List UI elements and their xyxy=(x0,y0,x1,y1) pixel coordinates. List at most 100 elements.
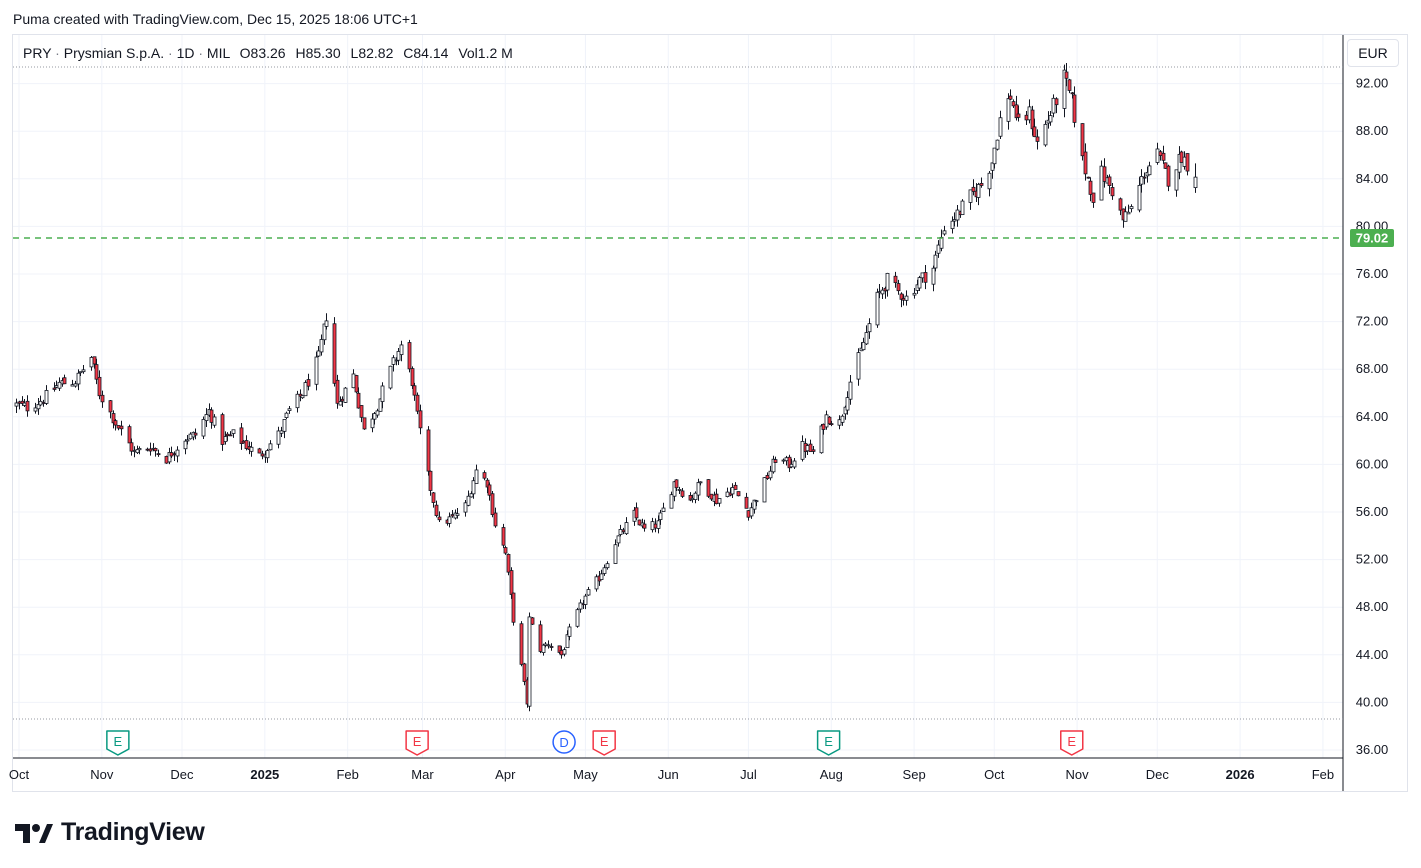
candle-body[interactable] xyxy=(1024,114,1029,121)
candle-body[interactable] xyxy=(784,457,789,462)
earnings-event-marker[interactable] xyxy=(405,730,429,756)
candle-body[interactable] xyxy=(44,390,49,404)
candle-body[interactable] xyxy=(1062,69,1067,109)
candle-body[interactable] xyxy=(287,408,292,411)
candle-body[interactable] xyxy=(223,436,228,442)
candle-body[interactable] xyxy=(656,520,661,529)
candle-body[interactable] xyxy=(1185,153,1190,172)
candle-body[interactable] xyxy=(952,219,957,222)
candle-body[interactable] xyxy=(201,419,206,437)
candle-body[interactable] xyxy=(1051,97,1056,114)
candle-body[interactable] xyxy=(733,484,738,490)
candle-body[interactable] xyxy=(375,410,380,416)
candle-body[interactable] xyxy=(519,623,524,665)
symbol-ticker[interactable]: PRY xyxy=(23,45,52,61)
candle-body[interactable] xyxy=(621,529,626,533)
candle-body[interactable] xyxy=(108,400,113,413)
candle-body[interactable] xyxy=(549,646,554,648)
candle-body[interactable] xyxy=(412,385,417,396)
candle-body[interactable] xyxy=(511,592,516,623)
candle-body[interactable] xyxy=(94,364,99,380)
candle-body[interactable] xyxy=(1011,101,1016,107)
chart-frame[interactable] xyxy=(12,34,1408,792)
candle-body[interactable] xyxy=(824,414,829,428)
candle-body[interactable] xyxy=(987,172,992,190)
earnings-event-marker[interactable] xyxy=(592,730,616,756)
candle-body[interactable] xyxy=(912,292,917,296)
candle-body[interactable] xyxy=(268,443,273,451)
candle-body[interactable] xyxy=(335,379,340,404)
candle-body[interactable] xyxy=(52,387,57,390)
candle-body[interactable] xyxy=(450,514,455,517)
candle-body[interactable] xyxy=(875,291,880,326)
candle-body[interactable] xyxy=(73,383,78,387)
candle-body[interactable] xyxy=(527,616,532,707)
candle-body[interactable] xyxy=(1179,151,1184,163)
candle-body[interactable] xyxy=(70,384,75,387)
candle-body[interactable] xyxy=(917,277,922,289)
candle-body[interactable] xyxy=(22,402,27,406)
candle-body[interactable] xyxy=(1032,126,1037,138)
candle-body[interactable] xyxy=(637,519,642,526)
candle-body[interactable] xyxy=(781,459,786,462)
candle-body[interactable] xyxy=(463,502,468,513)
candle-body[interactable] xyxy=(25,400,30,412)
candle-body[interactable] xyxy=(546,644,551,647)
candle-body[interactable] xyxy=(153,448,158,452)
candle-body[interactable] xyxy=(942,230,947,235)
candle-body[interactable] xyxy=(885,272,890,291)
candle-body[interactable] xyxy=(773,459,778,463)
candle-body[interactable] xyxy=(960,200,965,216)
earnings-event-marker[interactable] xyxy=(1060,730,1084,756)
candle-body[interactable] xyxy=(690,497,695,500)
candle-body[interactable] xyxy=(324,320,329,327)
candle-body[interactable] xyxy=(148,448,153,452)
candle-body[interactable] xyxy=(1118,198,1123,211)
candle-body[interactable] xyxy=(111,413,116,424)
candle-body[interactable] xyxy=(212,416,217,426)
candle-body[interactable] xyxy=(175,449,180,457)
candle-body[interactable] xyxy=(861,341,866,351)
candle-body[interactable] xyxy=(169,452,174,457)
candle-body[interactable] xyxy=(893,275,898,284)
candle-body[interactable] xyxy=(490,493,495,515)
candle-body[interactable] xyxy=(257,448,262,454)
candle-body[interactable] xyxy=(586,589,591,596)
candle-body[interactable] xyxy=(81,369,86,373)
candle-body[interactable] xyxy=(284,412,289,418)
candle-body[interactable] xyxy=(618,529,623,535)
candle-body[interactable] xyxy=(1072,94,1077,123)
candle-body[interactable] xyxy=(762,477,767,503)
candle-body[interactable] xyxy=(605,563,610,569)
candle-body[interactable] xyxy=(578,602,583,610)
candle-body[interactable] xyxy=(370,418,375,429)
candle-body[interactable] xyxy=(54,385,59,388)
candle-body[interactable] xyxy=(840,415,845,423)
candle-body[interactable] xyxy=(220,414,225,445)
candle-body[interactable] xyxy=(698,481,703,484)
candle-body[interactable] xyxy=(602,567,607,574)
candle-body[interactable] xyxy=(437,516,442,521)
candle-body[interactable] xyxy=(1139,176,1144,185)
candle-body[interactable] xyxy=(279,430,284,434)
candle-body[interactable] xyxy=(340,398,345,402)
candle-body[interactable] xyxy=(677,489,682,491)
candle-body[interactable] xyxy=(356,392,361,409)
candle-body[interactable] xyxy=(955,209,960,221)
candle-body[interactable] xyxy=(1147,165,1152,176)
candle-body[interactable] xyxy=(1099,165,1104,201)
candle-body[interactable] xyxy=(976,184,981,198)
candle-body[interactable] xyxy=(116,425,121,429)
candle-body[interactable] xyxy=(300,395,305,399)
candle-body[interactable] xyxy=(522,663,527,682)
candle-body[interactable] xyxy=(864,332,869,345)
candle-body[interactable] xyxy=(193,432,198,436)
candle-body[interactable] xyxy=(541,644,546,653)
candle-body[interactable] xyxy=(493,512,498,527)
candle-body[interactable] xyxy=(792,460,797,468)
candle-body[interactable] xyxy=(129,442,134,452)
candle-body[interactable] xyxy=(562,649,567,655)
candle-body[interactable] xyxy=(1088,180,1093,195)
dividend-event-marker[interactable] xyxy=(552,730,576,754)
candle-body[interactable] xyxy=(725,491,730,498)
